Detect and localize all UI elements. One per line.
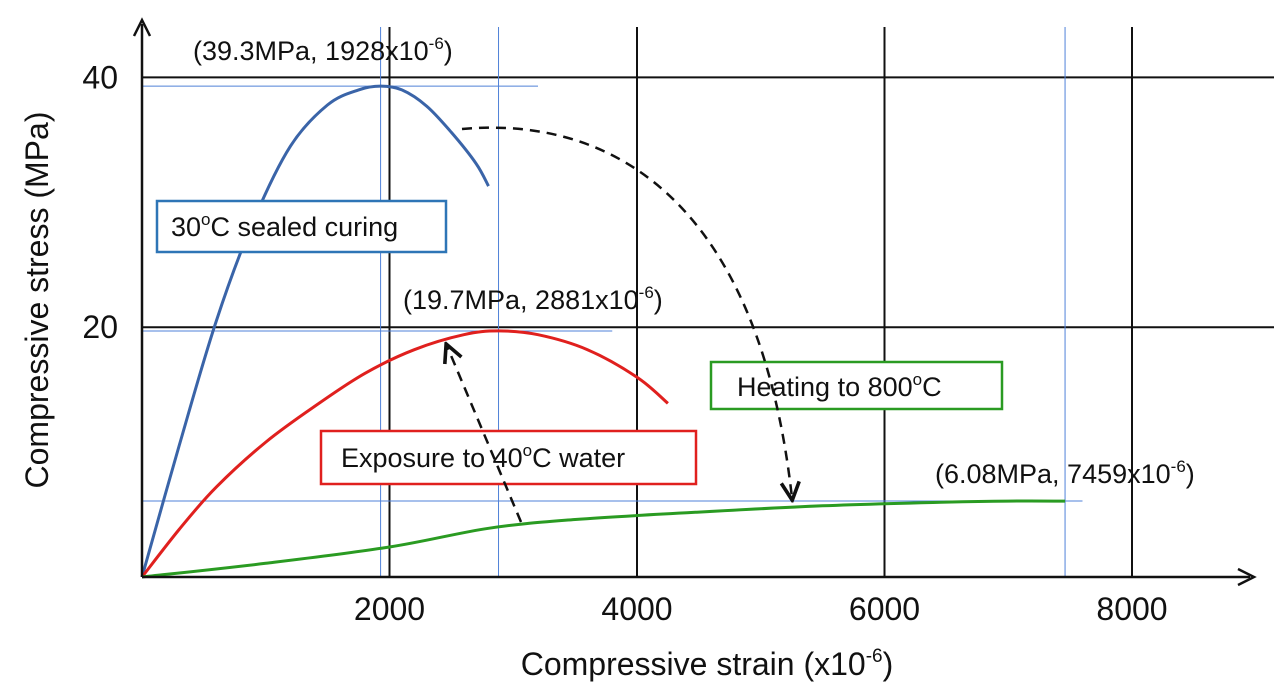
peak-annotation-water: (19.7MPa, 2881x10-6) [403, 283, 663, 315]
peak-annotation-sealed: (39.3MPa, 1928x10-6) [193, 34, 453, 66]
series-line-3 [141, 499, 1066, 579]
x-axis-title: Compressive strain (x10-6) [521, 646, 894, 682]
grid [142, 26, 1274, 577]
x-axis-arrowhead [1237, 567, 1257, 587]
heating-arrow [461, 126, 792, 498]
peak-annotation-heating: (6.08MPa, 7459x10-6) [935, 457, 1195, 489]
series-line-2 [140, 329, 669, 578]
sealed-curing-label-box [155, 199, 448, 254]
x-tick-label: 2000 [354, 591, 425, 627]
y-axis-arrowhead [132, 17, 152, 37]
x-tick-label: 8000 [1096, 591, 1167, 627]
reference-lines [142, 26, 1083, 577]
series-line-1 [140, 84, 490, 578]
heating-label-box [709, 360, 1004, 411]
data-series [140, 84, 1066, 579]
tick-labels: 2000 4000 6000 8000 20 40 [82, 59, 1167, 627]
y-tick-label: 20 [82, 309, 118, 345]
axes [132, 17, 1257, 587]
x-tick-label: 6000 [849, 591, 920, 627]
sealed-curing-label: 30oC sealed curing [171, 210, 398, 242]
water-exposure-arrow [447, 346, 523, 523]
heating-label: Heating to 800oC [737, 370, 942, 402]
y-tick-label: 40 [82, 59, 118, 95]
water-exposure-label-box [319, 429, 698, 486]
y-axis-title: Compressive stress (MPa) [19, 112, 55, 489]
water-exposure-label: Exposure to 40oC water [341, 441, 625, 473]
x-tick-label: 4000 [601, 591, 672, 627]
